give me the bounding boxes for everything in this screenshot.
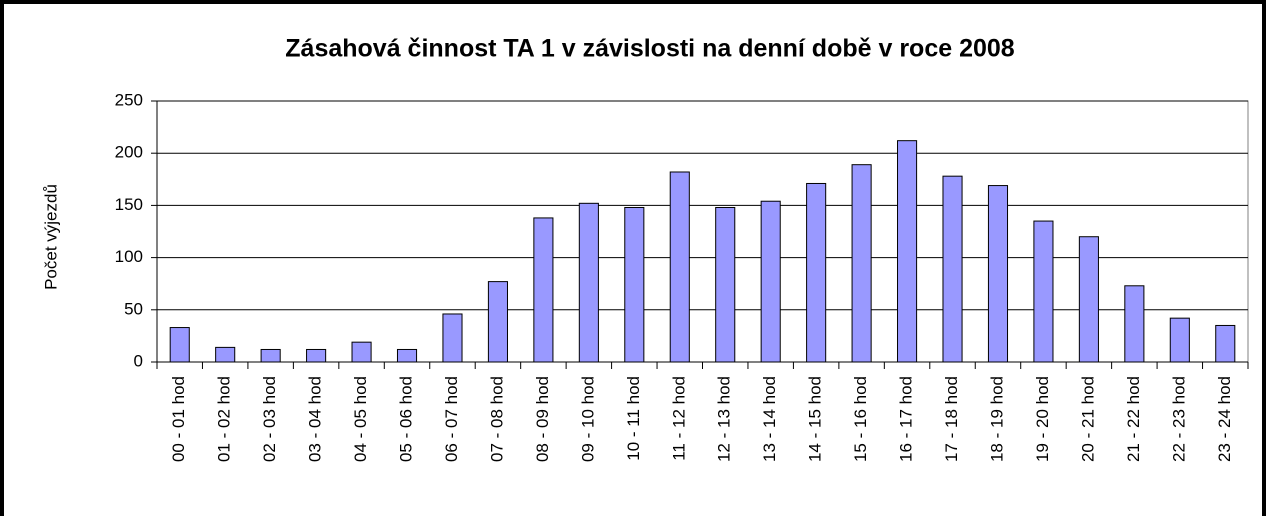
x-tick-label: 00 - 01 hod <box>169 376 188 462</box>
x-tick-label: 17 - 18 hod <box>942 376 961 462</box>
bar <box>215 346 236 363</box>
bar <box>169 327 190 363</box>
y-tick-label: 250 <box>115 90 143 109</box>
y-axis-label: Počet výjezdů <box>41 184 60 290</box>
y-tick-label: 200 <box>115 143 143 162</box>
bar <box>306 348 327 363</box>
x-tick-label: 20 - 21 hod <box>1078 376 1097 462</box>
x-tick-label: 11 - 12 hod <box>669 376 688 461</box>
x-tick-label: 22 - 23 hod <box>1169 376 1188 462</box>
bar <box>806 182 827 363</box>
x-tick-label: 18 - 19 hod <box>987 376 1006 462</box>
bar <box>897 140 918 363</box>
x-tick-label: 14 - 15 hod <box>806 376 825 462</box>
y-tick-label: 0 <box>134 351 143 370</box>
chart-title: Zásahová činnost TA 1 v závislosti na de… <box>285 35 1015 63</box>
bar <box>624 206 645 363</box>
x-tick-label: 23 - 24 hod <box>1215 376 1234 462</box>
x-tick-label: 15 - 16 hod <box>851 376 870 462</box>
bar <box>533 217 554 363</box>
bar <box>715 206 736 363</box>
x-tick-label: 06 - 07 hod <box>442 376 461 462</box>
y-tick-label: 100 <box>115 247 143 266</box>
bar <box>987 185 1009 363</box>
x-tick-label: 13 - 14 hod <box>760 376 779 462</box>
x-tick-label: 04 - 05 hod <box>351 376 370 462</box>
bar <box>260 348 281 363</box>
bar <box>760 200 781 363</box>
x-tick-label: 07 - 08 hod <box>487 376 506 462</box>
x-tick-label: 12 - 13 hod <box>715 376 734 462</box>
x-tick-label: 08 - 09 hod <box>533 376 552 462</box>
y-tick-label: 150 <box>115 195 143 214</box>
bar <box>1215 324 1236 363</box>
bar <box>1124 285 1145 363</box>
bar <box>396 348 418 363</box>
x-tick-label: 05 - 06 hod <box>397 376 416 462</box>
x-tick-label: 19 - 20 hod <box>1033 376 1052 462</box>
bar <box>1033 220 1054 363</box>
bar <box>942 175 963 363</box>
x-tick-label: 01 - 02 hod <box>215 376 234 462</box>
bar <box>578 202 599 363</box>
bar <box>669 171 690 363</box>
x-tick-label: 21 - 22 hod <box>1124 376 1143 462</box>
x-tick-label: 09 - 10 hod <box>578 376 597 462</box>
x-tick-label: 16 - 17 hod <box>897 376 916 462</box>
bar <box>442 313 463 363</box>
y-tick-label: 50 <box>124 299 143 318</box>
bar <box>1078 236 1099 363</box>
bar <box>1169 317 1190 363</box>
x-tick-label: 02 - 03 hod <box>260 376 279 462</box>
bar <box>487 281 508 363</box>
bar <box>851 164 872 363</box>
x-tick-label: 10 - 11 hod <box>624 376 643 461</box>
bar <box>351 341 372 363</box>
x-tick-label: 03 - 04 hod <box>306 376 325 462</box>
